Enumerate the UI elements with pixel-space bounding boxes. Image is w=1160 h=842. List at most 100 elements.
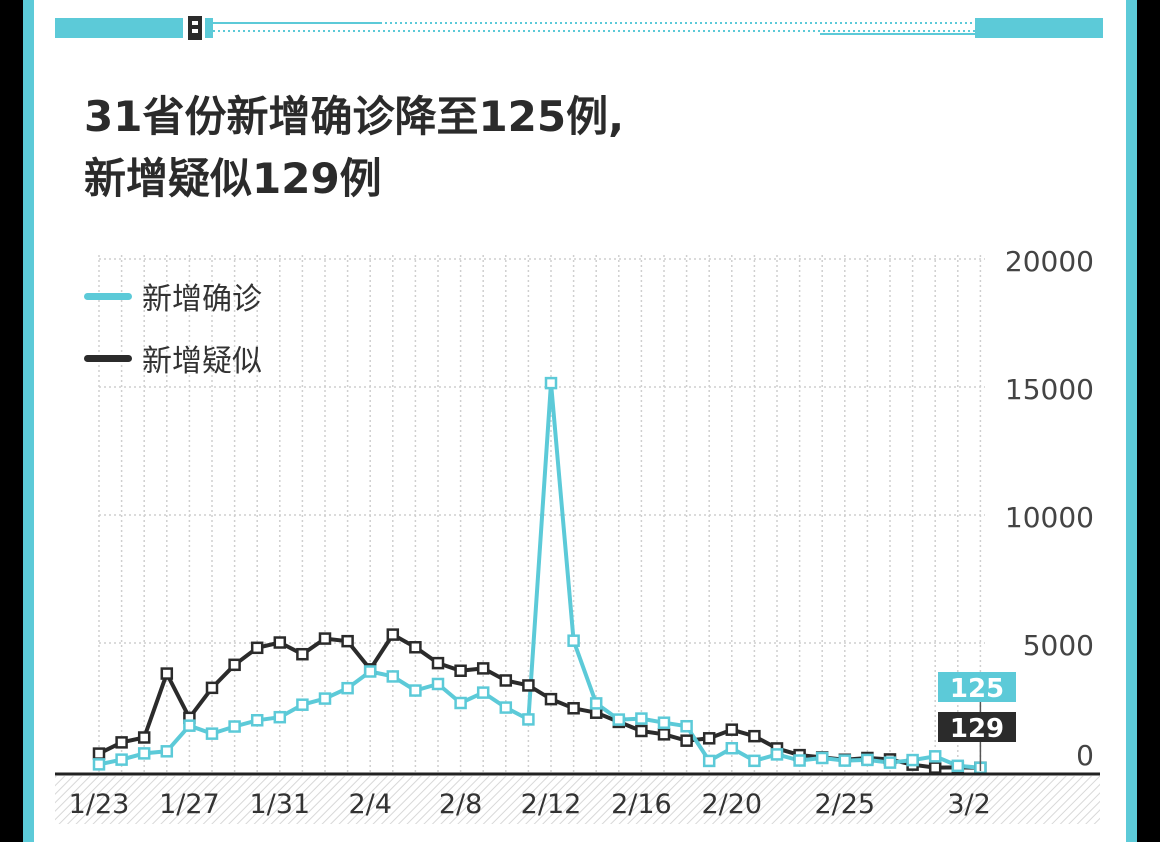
data-point-0 [431,677,445,691]
data-point-1 [137,731,151,744]
end-label-text: 129 [950,714,1004,744]
data-point-1 [115,736,128,749]
data-point-0 [386,670,400,683]
series-lines [98,381,981,770]
end-label-box [938,672,1016,702]
data-point-0 [363,665,377,678]
data-point-1 [296,647,309,661]
data-point-1 [205,681,219,695]
x-tick-label: 2/8 [439,789,482,820]
x-axis-tick-labels: 1/23 1/27 1/31 2/4 2/8 2/12 2/16 2/20 2/25 3/2 [69,789,991,820]
legend-swatch-suspected [84,354,132,362]
data-point-1 [702,732,716,745]
data-point-0 [341,681,354,695]
data-point-0 [205,727,219,740]
data-point-1 [657,728,671,741]
series-points [92,376,987,775]
legend-label-suspected: 新增疑似 [142,344,262,379]
data-point-0 [906,753,919,767]
legend-swatch-confirmed [84,292,132,300]
x-tick-label: 2/16 [611,789,672,820]
data-point-0 [567,634,580,647]
data-point-0 [635,712,648,725]
data-point-0 [409,684,422,697]
data-point-0 [680,719,693,733]
data-point-0 [861,753,874,767]
y-tick-label: 10000 [1005,501,1094,534]
data-point-0 [951,759,965,773]
x-tick-label: 2/25 [814,789,875,820]
data-point-1 [680,734,693,747]
data-point-0 [748,754,761,768]
data-point-0 [838,754,852,767]
data-point-0 [815,751,829,765]
end-label-box [938,712,1016,742]
data-point-1 [635,724,648,738]
data-point-0 [250,714,264,727]
data-point-0 [657,716,671,729]
data-point-0 [454,696,467,710]
data-point-0 [770,748,784,761]
data-point-0 [160,745,174,758]
y-axis-tick-labels: 20000 15000 10000 5000 0 [1005,245,1094,772]
end-label-text: 125 [950,674,1004,704]
data-point-0 [228,720,241,733]
data-point-0 [476,686,490,699]
data-point-1 [499,674,513,687]
top-decoration [55,16,1103,40]
x-tick-label: 2/20 [701,789,762,820]
data-point-0 [793,754,806,767]
data-point-0 [702,754,716,768]
legend-item-suspected: 新增疑似 [84,338,262,379]
data-point-1 [748,729,761,743]
data-point-1 [928,761,942,774]
data-point-0 [589,697,603,710]
data-point-1 [567,702,580,715]
data-point-0 [273,710,287,724]
data-point-0 [883,756,897,769]
x-tick-label: 1/23 [69,789,130,820]
x-tick-label: 1/31 [249,789,310,820]
data-point-1 [92,747,106,760]
data-point-1 [386,628,400,641]
x-tick-label: 3/2 [947,789,990,820]
chart-title-line2: 新增疑似129例 [84,154,382,203]
data-point-1 [318,632,332,645]
data-point-1 [476,662,490,675]
data-point-1 [544,692,558,706]
chart-title: 31省份新增确诊降至125例, 新增疑似129例 [84,86,624,210]
x-tick-label: 1/27 [159,789,220,820]
data-point-0 [318,692,332,705]
legend-label-confirmed: 新增确诊 [142,282,262,317]
data-point-0 [183,719,196,732]
y-tick-label: 0 [1076,739,1094,772]
data-point-1 [409,641,422,654]
y-tick-label: 15000 [1005,373,1094,406]
data-point-1 [431,656,445,670]
data-point-0 [115,753,128,766]
x-axis-band [55,776,1100,824]
series-line-0 [98,381,981,770]
y-tick-label: 20000 [1005,245,1094,278]
data-point-0 [499,701,513,714]
y-tick-label: 5000 [1023,629,1094,662]
data-point-1 [250,641,264,655]
data-point-1 [725,723,739,736]
legend-item-confirmed: 新增确诊 [84,276,262,317]
data-point-1 [522,679,535,692]
data-point-1 [228,658,241,672]
data-point-1 [160,667,174,680]
chart-title-line1: 31省份新增确诊降至125例, [84,92,625,141]
data-point-1 [341,634,354,648]
data-point-0 [92,758,106,771]
x-tick-label: 2/4 [348,789,391,820]
series-line-1 [98,632,981,770]
data-point-1 [273,636,287,649]
data-point-0 [612,713,626,726]
data-point-0 [296,698,309,711]
data-point-0 [544,376,558,390]
data-point-0 [137,747,151,760]
x-tick-label: 2/12 [521,789,582,820]
data-point-0 [928,750,942,763]
